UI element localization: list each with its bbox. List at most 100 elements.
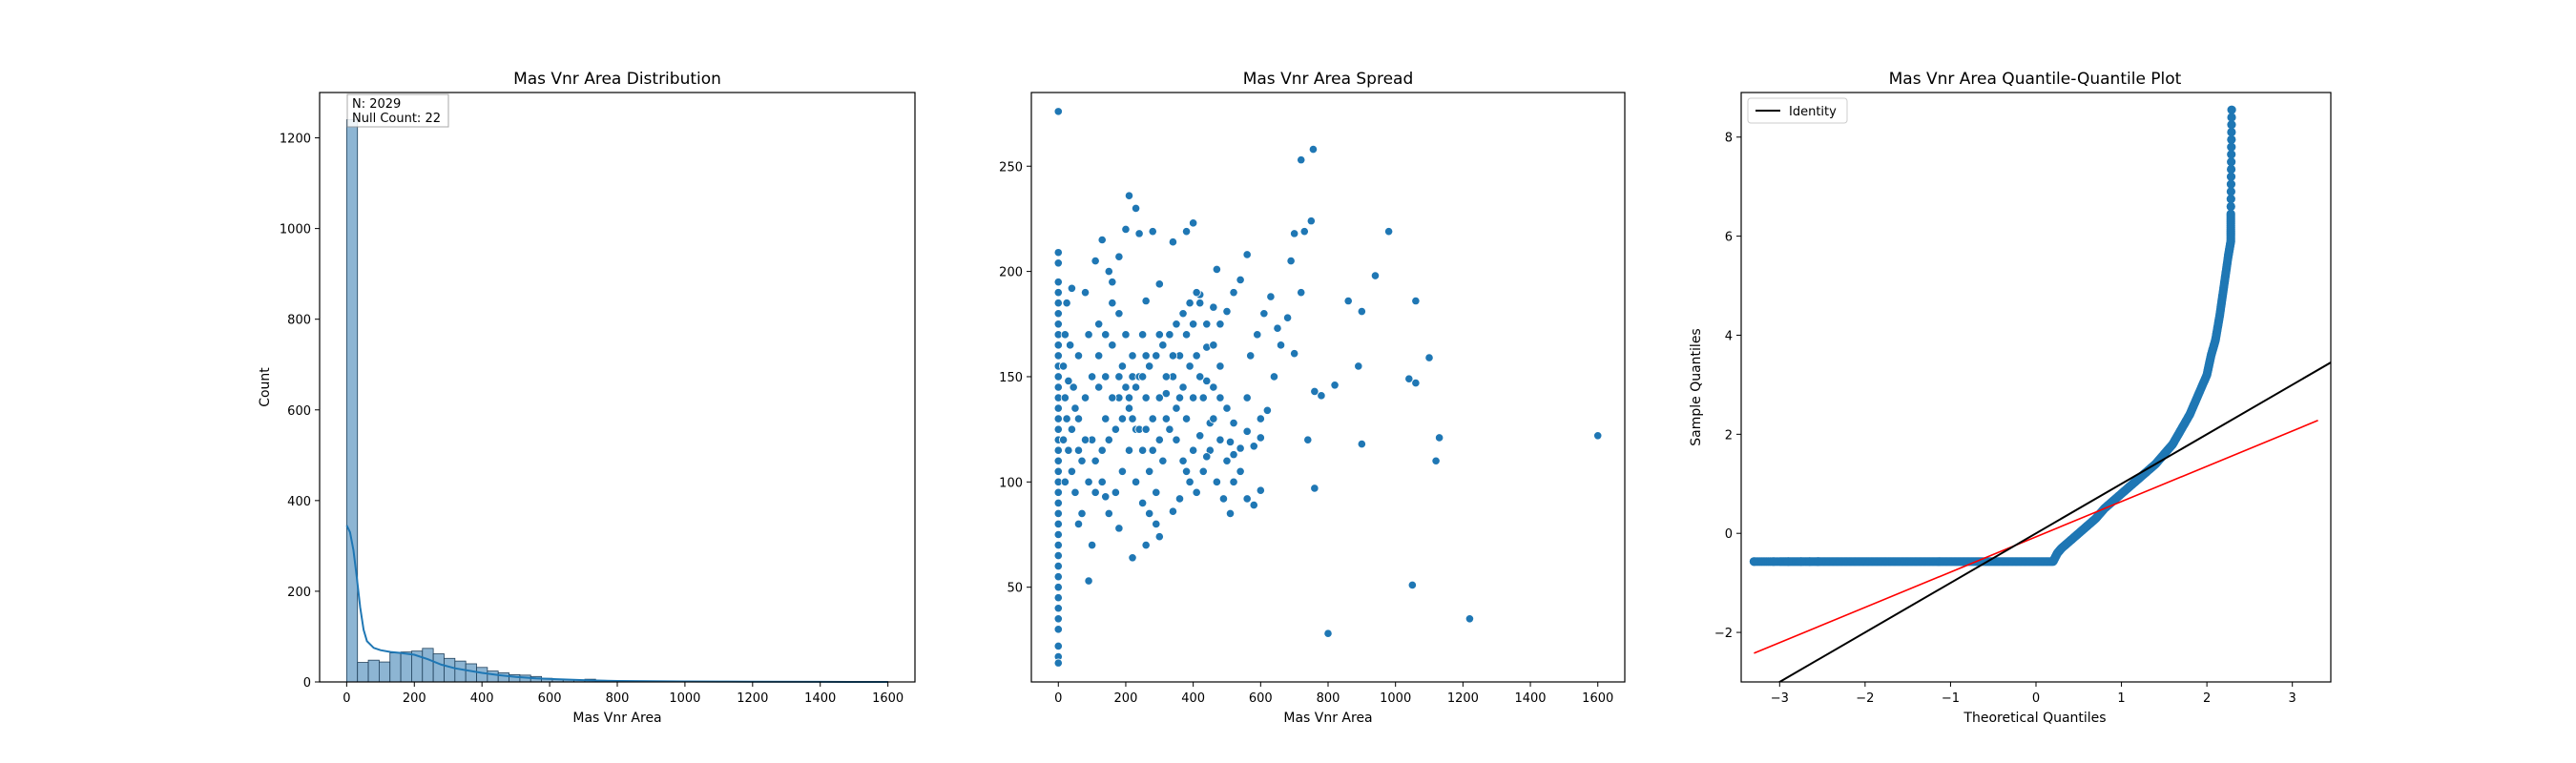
scatter-point: [1141, 540, 1151, 550]
scatter-point: [1084, 576, 1093, 586]
scatter-point: [1053, 309, 1063, 319]
scatter-point: [1174, 393, 1185, 402]
scatter-point: [1297, 155, 1306, 165]
scatter-point: [1080, 435, 1091, 444]
scatter-point: [1273, 323, 1282, 333]
histogram-x-tick-label: 1600: [872, 691, 904, 706]
scatter-point: [1198, 466, 1208, 476]
scatter-point: [1282, 313, 1293, 322]
scatter-point: [1053, 382, 1063, 392]
scatter-point: [1276, 340, 1286, 350]
qq-sample-point: [2226, 201, 2235, 212]
histogram-y-tick-label: 0: [303, 676, 311, 691]
scatter-point: [1174, 494, 1185, 504]
scatter-point: [1148, 227, 1157, 237]
scatter-point: [1121, 382, 1131, 392]
scatter-point: [1066, 340, 1075, 350]
scatter-point: [1080, 393, 1091, 402]
scatter-point: [1138, 498, 1148, 507]
scatter-point: [1185, 477, 1195, 486]
scatter-point: [1212, 264, 1221, 274]
scatter-point: [1104, 435, 1113, 444]
scatter-point: [1108, 278, 1117, 287]
scatter-point: [1154, 279, 1164, 289]
scatter-point: [1172, 403, 1181, 413]
scatter-point: [1256, 485, 1265, 495]
scatter-point: [1256, 414, 1265, 423]
scatter-point: [1094, 320, 1104, 329]
scatter-point: [1154, 393, 1164, 402]
scatter-point: [1411, 296, 1421, 306]
scatter-point: [1053, 593, 1063, 603]
histogram-bar: [497, 672, 509, 683]
scatter-point: [1269, 372, 1279, 382]
scatter-point: [1178, 309, 1188, 319]
qq-x-label: Theoretical Quantiles: [1963, 711, 2106, 726]
scatter-point: [1145, 508, 1154, 519]
scatter-x-tick-label: 600: [1249, 691, 1273, 706]
scatter-point: [1370, 271, 1381, 280]
histogram-panel: Mas Vnr Area Distribution 0 200 400 600 800 1…: [258, 70, 916, 726]
scatter-point: [1465, 614, 1475, 624]
scatter-point: [1101, 372, 1111, 382]
qq-y-tick-label: 8: [1725, 132, 1733, 146]
histogram-x-tick-label: 800: [606, 691, 630, 706]
scatter-point: [1185, 361, 1195, 371]
scatter-point: [1181, 330, 1192, 340]
scatter-point: [1181, 227, 1192, 237]
scatter-point: [1124, 445, 1134, 455]
qq-x-tick-label: −1: [1942, 691, 1960, 706]
scatter-point: [1108, 299, 1117, 308]
scatter-point: [1256, 433, 1265, 443]
scatter-point: [1053, 424, 1063, 434]
scatter-point: [1053, 258, 1063, 268]
histogram-x-tick-label: 400: [470, 691, 494, 706]
qq-y-label: Sample Quantiles: [1689, 328, 1704, 445]
scatter-point: [1306, 217, 1316, 226]
qq-sample-point: [2227, 150, 2236, 159]
scatter-point: [1097, 445, 1107, 455]
qq-sample-point: [2227, 113, 2236, 122]
scatter-point: [1168, 506, 1178, 516]
scatter-point: [1053, 414, 1063, 423]
histogram-bar: [345, 119, 359, 683]
histogram-y-tick-label: 400: [287, 495, 311, 509]
scatter-point: [1424, 353, 1434, 362]
scatter-point: [1073, 414, 1084, 423]
scatter-point: [1229, 418, 1238, 428]
scatter-point: [1192, 487, 1201, 497]
scatter-point: [1411, 378, 1421, 388]
scatter-point: [1192, 288, 1201, 298]
scatter-point: [1117, 361, 1128, 371]
scatter-point: [1198, 393, 1208, 402]
scatter-point: [1060, 393, 1070, 402]
scatter-point: [1357, 439, 1366, 449]
scatter-point: [1053, 540, 1063, 550]
scatter-point: [1131, 203, 1141, 213]
scatter-point: [1168, 351, 1178, 361]
qq-y-tick-label: 4: [1725, 329, 1733, 343]
qq-sample-point: [1749, 557, 1759, 567]
scatter-point: [1101, 330, 1111, 340]
scatter-point: [1101, 492, 1111, 502]
scatter-x-tick-label: 1200: [1447, 691, 1479, 706]
scatter-point: [1222, 456, 1232, 465]
qq-sample-point: [2226, 179, 2236, 189]
scatter-point: [1053, 340, 1063, 350]
scatter-point: [1202, 320, 1212, 329]
scatter-point: [1091, 456, 1100, 465]
scatter-y-tick-label: 200: [999, 266, 1023, 280]
scatter-point: [1131, 382, 1141, 392]
scatter-point: [1222, 403, 1232, 413]
scatter-point: [1094, 382, 1104, 392]
scatter-point: [1053, 372, 1063, 382]
qq-sample-point: [1797, 557, 1806, 567]
scatter-point: [1111, 487, 1120, 497]
scatter-point: [1134, 229, 1144, 238]
scatter-point: [1202, 452, 1212, 462]
histogram-title: Mas Vnr Area Distribution: [513, 70, 721, 89]
scatter-point: [1236, 443, 1245, 453]
scatter-point: [1088, 372, 1097, 382]
scatter-panel: Mas Vnr Area Spread 0 200 400 600 800 1000 120…: [999, 70, 1626, 726]
qq-fit-line: [1754, 420, 2318, 654]
